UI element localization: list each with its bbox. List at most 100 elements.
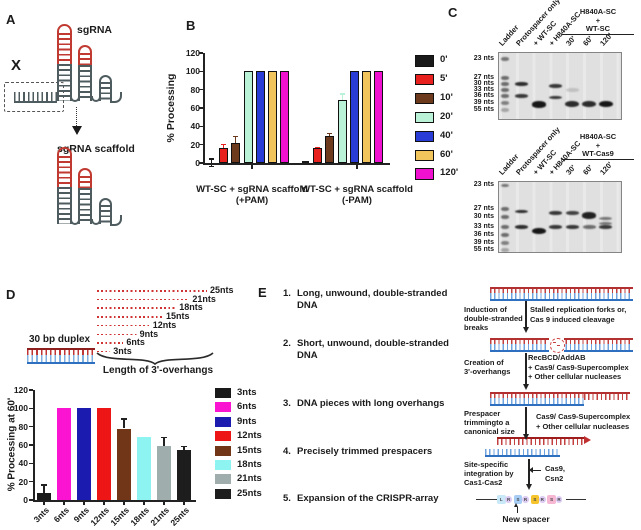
- sgrna-scaffold-title: sgRNA scaffold: [57, 143, 135, 155]
- flow-arrow-head: [522, 384, 529, 390]
- b-bar: [231, 142, 241, 163]
- flow-step4-left-label: Site-specific integration by Cas1-Cas2: [464, 460, 514, 487]
- overhang-line: [97, 316, 163, 318]
- b-error-cap: [221, 143, 227, 145]
- d-cat-tick: [103, 501, 105, 505]
- d-legend-label: 12nts: [237, 430, 262, 442]
- gel-band: [548, 95, 562, 100]
- gel-band: [515, 94, 529, 98]
- gel-band: [515, 82, 529, 86]
- hairpin-medium-stem-red: [78, 53, 92, 65]
- panel-a-label: A: [6, 12, 16, 27]
- gel-band: [501, 88, 509, 92]
- d-bar: [77, 408, 91, 500]
- list-number: 2.: [283, 338, 291, 349]
- flow-step3-left-label: Prespacer trimmingto a canonical size: [464, 409, 515, 436]
- d-legend-swatch: [215, 460, 231, 470]
- b-bar: [325, 135, 335, 163]
- b-group-tick: [251, 164, 253, 169]
- flow-arrow-head: [525, 484, 532, 490]
- gel-band: [582, 225, 596, 229]
- flow-step1-left-label: Induction of double-stranded breaks: [464, 305, 523, 332]
- d-legend-label: 25nts: [237, 487, 262, 499]
- d-legend-label: 18nts: [237, 459, 262, 470]
- flow-step2-left-label: Creation of 3'-overhangs: [464, 358, 511, 376]
- d-bar: [37, 492, 51, 500]
- array-box-label: S: [550, 497, 554, 502]
- list-text: Expansion of the CRISPR-array: [297, 493, 439, 504]
- b-axis-y: [203, 52, 205, 164]
- b-ytick-label: 120: [185, 48, 200, 58]
- flow-step2-right-label: RecBCD/AddAB + Cas9/ Cas9-Supercomplex +…: [528, 353, 629, 381]
- hairpin-large-loop: [57, 147, 72, 158]
- gel-frame: [498, 181, 622, 253]
- gel-band: [598, 100, 613, 108]
- b-ytick-label: 80: [190, 84, 200, 95]
- b-error-cap: [339, 93, 345, 95]
- d-cat-tick: [163, 501, 165, 505]
- d-legend-swatch: [215, 402, 231, 413]
- gel-band: [501, 57, 509, 61]
- list-number: 5.: [283, 493, 291, 504]
- strand-gap: [91, 219, 101, 225]
- d-ytick-label: 120: [13, 385, 28, 395]
- b-legend-label: 0': [440, 54, 448, 65]
- list-text: Precisely trimmed prespacers: [297, 446, 433, 457]
- b-ytick-label: 100: [185, 66, 200, 77]
- b-ytick: [198, 70, 203, 72]
- b-ytick: [198, 52, 203, 54]
- x-mark: X: [11, 57, 22, 74]
- list-text: DNA pieces with long overhangs: [297, 398, 445, 409]
- overhang-label: 25nts: [210, 285, 234, 295]
- d-error-bar: [43, 484, 45, 493]
- b-legend-label: 20': [440, 110, 453, 122]
- gel-marker-label: 55 nts: [473, 105, 494, 113]
- hairpin-medium-stem-gray: [78, 65, 92, 101]
- b-zero-mark: [302, 161, 309, 163]
- gel-marker-label: 39 nts: [473, 238, 494, 246]
- b-ytick: [198, 125, 203, 127]
- gel-marker-label: 30 nts: [473, 79, 494, 87]
- gel-band: [548, 225, 562, 229]
- b-ytick-label: 60: [190, 103, 200, 113]
- d-legend-label: 3nts: [237, 387, 257, 398]
- strand-tail: [110, 215, 122, 226]
- new-spacer-arrow-head: [514, 503, 519, 507]
- array-box-label: R: [540, 497, 544, 502]
- b-ytick: [198, 89, 203, 91]
- dna-break-frag: [553, 342, 556, 344]
- array-box-label: S: [516, 497, 520, 502]
- b-legend-swatch: [415, 73, 434, 86]
- b-error-cap: [327, 132, 333, 134]
- gel-band: [565, 211, 579, 215]
- array-box-label: R: [523, 497, 528, 502]
- d-error-bar: [183, 445, 185, 450]
- b-error-bar: [223, 143, 225, 149]
- gel-band: [501, 108, 509, 112]
- b-group-tick: [356, 164, 358, 169]
- flow-arrow-line: [525, 407, 527, 435]
- strand-gap: [70, 96, 80, 102]
- d-cat-tick: [43, 501, 45, 505]
- gel-band: [501, 82, 509, 86]
- dna-break-frag: [557, 345, 560, 347]
- spacer-comb: [14, 92, 57, 103]
- flow-step4-right-label: Cas9, Csn2: [545, 464, 566, 483]
- d-legend-swatch: [215, 488, 231, 499]
- overhang-label: 18nts: [179, 302, 203, 313]
- b-legend-swatch: [415, 130, 434, 143]
- new-spacer-label: New spacer: [502, 514, 550, 524]
- d-error-bar: [163, 436, 165, 446]
- d-ytick-label: 80: [18, 421, 28, 432]
- b-error-bar: [329, 132, 331, 136]
- dna-overhang-tail-top-strand: [584, 392, 630, 400]
- gel-band: [501, 101, 509, 105]
- gel-band: [548, 84, 562, 88]
- dna-overhang-duplex-top-strand: [490, 392, 584, 400]
- b-axis-x: [203, 163, 390, 165]
- panel-c-label: C: [448, 5, 458, 20]
- d-legend-swatch: [215, 431, 231, 442]
- b-error-bar: [235, 135, 237, 143]
- strand-gap: [70, 219, 80, 225]
